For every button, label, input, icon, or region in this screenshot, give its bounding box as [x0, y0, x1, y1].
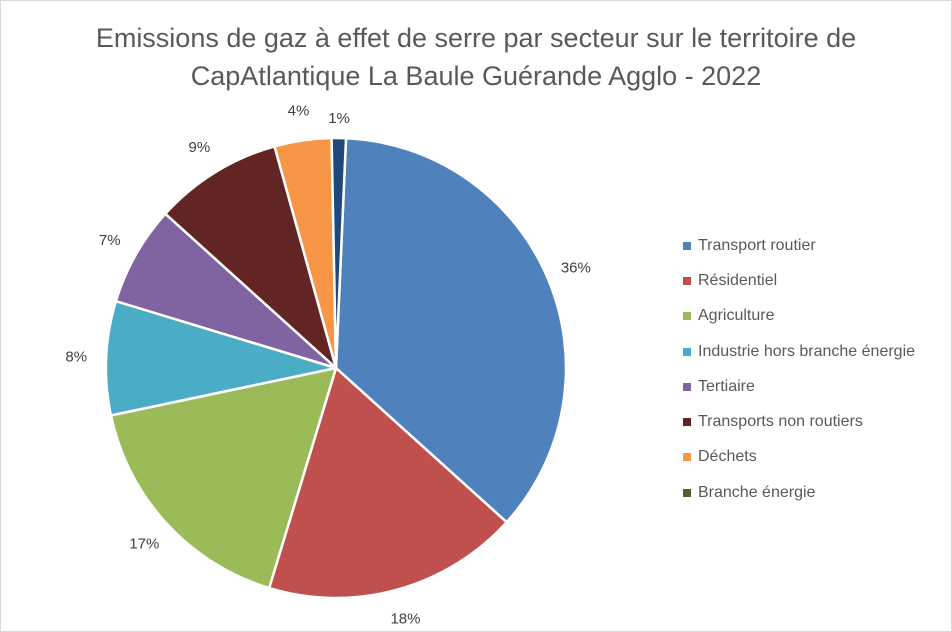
legend-item: Transport routier	[683, 228, 915, 263]
legend-item: Résidentiel	[683, 263, 915, 298]
legend-swatch	[683, 382, 691, 391]
legend-swatch	[683, 276, 691, 285]
legend-item: Branche énergie	[683, 475, 915, 510]
legend-label: Agriculture	[698, 307, 775, 325]
legend-label: Transport routier	[698, 236, 816, 254]
pie-slice-agriculture	[109, 366, 338, 590]
legend-swatch	[683, 312, 691, 321]
data-label: 17%	[129, 536, 159, 553]
pie-slice-unlabeled	[330, 136, 348, 369]
legend-item: Transports non routiers	[683, 404, 915, 439]
legend-swatch	[683, 347, 691, 356]
legend-label: Branche énergie	[698, 483, 816, 501]
data-label: 4%	[288, 103, 310, 120]
legend-swatch	[683, 453, 691, 462]
chart-title-line2: CapAtlantique La Baule Guérande Agglo - …	[190, 61, 762, 91]
pie-slice-tertiaire	[114, 212, 337, 370]
data-label: 1%	[328, 110, 350, 127]
legend-swatch	[683, 241, 691, 250]
legend-item: Industrie hors branche énergie	[683, 334, 915, 369]
data-label: 36%	[561, 260, 591, 277]
pie-slice-transport-routier	[334, 136, 568, 524]
data-label: 7%	[99, 232, 121, 249]
legend-label: Industrie hors branche énergie	[698, 342, 916, 360]
legend-swatch	[683, 418, 691, 427]
data-label: 18%	[390, 611, 420, 628]
legend-label: Déchets	[698, 448, 757, 466]
pie-slice-r-sidentiel	[267, 365, 509, 600]
legend-item: Tertiaire	[683, 369, 915, 404]
data-label: 8%	[65, 349, 87, 366]
legend-item: Agriculture	[683, 299, 915, 334]
chart-title-line1: Emissions de gaz à effet de serre par se…	[95, 23, 857, 53]
legend-label: Résidentiel	[698, 271, 778, 289]
legend-swatch	[683, 488, 691, 497]
data-label: 9%	[189, 139, 211, 156]
pie-slice-industrie-hors-branche-nergie	[104, 299, 337, 417]
chart-title: Emissions de gaz à effet de serre par se…	[1, 19, 951, 95]
legend-item: Déchets	[683, 440, 915, 475]
legend-label: Tertiaire	[698, 377, 755, 395]
legend: Transport routier Résidentiel Agriculture I…	[683, 228, 915, 510]
legend-label: Transports non routiers	[698, 413, 863, 431]
pie-slice-transports-non-routiers	[163, 144, 339, 372]
